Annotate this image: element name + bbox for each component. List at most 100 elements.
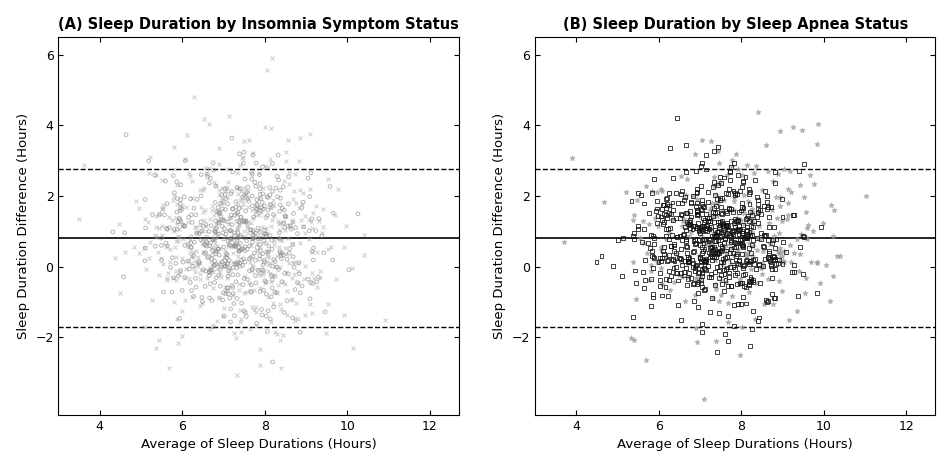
Point — [250, 265, 266, 273]
Point — [706, 173, 722, 181]
Point — [701, 218, 716, 225]
Point — [201, 164, 216, 171]
Point — [173, 196, 188, 204]
Point — [265, 236, 280, 244]
Point — [712, 247, 727, 255]
Point — [208, 250, 224, 257]
Point — [261, 249, 276, 256]
Point — [734, 229, 749, 236]
Point — [250, 203, 266, 210]
Point — [710, 182, 725, 189]
Point — [741, 249, 756, 256]
Point — [302, 227, 317, 234]
Point — [734, 279, 749, 287]
Point — [743, 231, 758, 239]
Point — [728, 225, 744, 233]
Point — [226, 271, 241, 278]
Point — [750, 201, 765, 208]
Point — [256, 205, 271, 213]
Point — [290, 279, 306, 287]
Point — [750, 234, 765, 241]
Point — [741, 278, 756, 285]
Point — [702, 226, 717, 233]
Point — [662, 268, 677, 275]
Point — [697, 285, 712, 293]
Point — [269, 263, 285, 271]
Point — [230, 190, 246, 197]
Point — [723, 244, 738, 252]
Point — [776, 165, 791, 173]
Point — [721, 223, 736, 231]
Point — [215, 216, 230, 224]
Point — [731, 226, 746, 234]
Point — [272, 236, 288, 244]
Point — [809, 259, 824, 266]
Point — [701, 198, 716, 206]
Point — [698, 152, 713, 159]
Point — [742, 190, 757, 197]
Point — [764, 274, 780, 282]
Point — [265, 276, 280, 284]
Point — [262, 184, 277, 191]
Point — [693, 258, 708, 266]
Point — [716, 224, 731, 231]
Point — [251, 212, 267, 219]
Point — [244, 176, 259, 183]
Point — [137, 215, 152, 223]
Point — [694, 257, 709, 264]
Point — [732, 187, 747, 194]
Point — [702, 253, 717, 260]
Point — [669, 234, 684, 241]
Point — [684, 226, 700, 233]
Point — [207, 179, 222, 186]
Point — [668, 263, 684, 271]
Point — [285, 219, 300, 226]
Point — [781, 199, 796, 206]
Point — [734, 250, 749, 258]
Point — [773, 244, 788, 251]
Point — [166, 165, 181, 172]
Point — [205, 202, 220, 210]
Point — [742, 228, 757, 235]
Point — [206, 166, 221, 174]
Point — [742, 185, 757, 193]
Point — [645, 232, 661, 240]
Point — [268, 184, 284, 192]
Point — [769, 235, 784, 242]
Point — [174, 223, 189, 230]
Point — [717, 196, 732, 204]
Point — [219, 193, 234, 201]
Point — [653, 213, 668, 220]
Point — [153, 234, 169, 242]
Point — [726, 194, 742, 201]
Point — [666, 242, 682, 249]
Point — [734, 323, 749, 330]
Point — [745, 224, 761, 231]
Point — [217, 262, 232, 270]
Point — [684, 274, 699, 281]
Point — [212, 282, 228, 290]
Point — [740, 226, 755, 234]
Point — [693, 213, 708, 220]
Point — [710, 251, 725, 258]
Point — [252, 228, 268, 236]
Point — [619, 189, 634, 196]
Point — [744, 253, 760, 260]
Point — [691, 278, 706, 285]
Point — [252, 288, 268, 295]
Point — [614, 272, 629, 280]
Point — [673, 255, 688, 263]
Point — [694, 266, 709, 273]
Point — [252, 180, 268, 187]
Point — [223, 227, 238, 234]
Point — [155, 260, 170, 267]
Point — [695, 255, 710, 263]
Point — [186, 252, 201, 260]
Point — [767, 255, 783, 263]
Point — [274, 236, 289, 244]
Point — [696, 264, 711, 271]
Point — [644, 189, 659, 197]
Point — [156, 288, 171, 296]
Point — [636, 268, 651, 276]
Point — [211, 260, 227, 268]
